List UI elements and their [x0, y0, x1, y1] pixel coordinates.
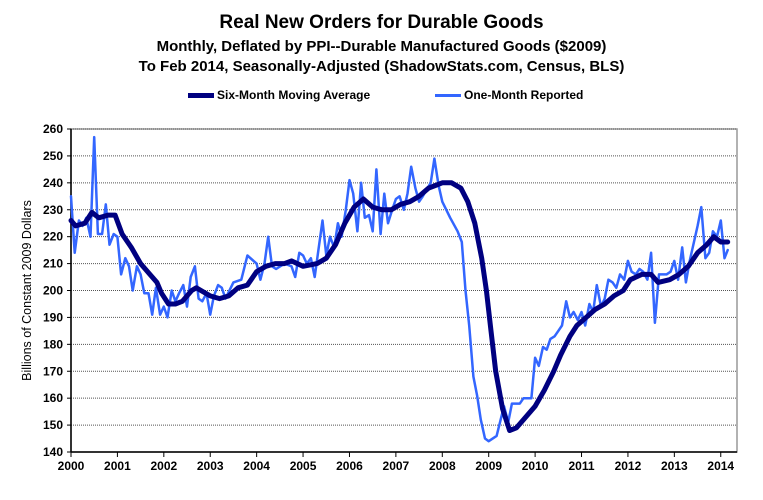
- legend-swatch-dark: [188, 92, 214, 98]
- x-tick-label: 2009: [475, 459, 502, 473]
- x-tick-label: 2003: [197, 459, 224, 473]
- series-one-month-reported: [69, 135, 729, 443]
- legend-label: One-Month Reported: [464, 88, 584, 102]
- x-tick-label: 2005: [290, 459, 317, 473]
- x-tick-label: 2004: [243, 459, 270, 473]
- x-tick-label: 2012: [615, 459, 642, 473]
- y-tick-label: 220: [43, 230, 63, 244]
- x-tick-label: 2007: [383, 459, 410, 473]
- series-six-month-moving-average: [68, 180, 731, 433]
- x-tick-label: 2002: [150, 459, 177, 473]
- chart-title: Real New Orders for Durable Goods: [219, 12, 544, 33]
- chart-subtitle-2: To Feb 2014, Seasonally-Adjusted (Shadow…: [138, 58, 625, 75]
- y-tick-label: 140: [43, 445, 63, 459]
- y-tick-label: 160: [43, 391, 63, 405]
- y-tick-label: 210: [43, 257, 63, 271]
- x-tick-label: 2001: [104, 459, 131, 473]
- x-tick-label: 2013: [661, 459, 688, 473]
- y-tick-label: 200: [43, 284, 63, 298]
- y-tick-label: 260: [43, 122, 63, 136]
- legend-item-one-month: One-Month Reported: [435, 88, 583, 102]
- y-tick-label: 250: [43, 149, 63, 163]
- y-tick-label: 170: [43, 364, 63, 378]
- x-tick-label: 2008: [429, 459, 456, 473]
- y-tick-label: 230: [43, 203, 63, 217]
- legend-item-moving-average: Six-Month Moving Average: [188, 88, 370, 102]
- legend-swatch-light: [435, 93, 461, 97]
- y-tick-label: 240: [43, 176, 63, 190]
- chart-subtitle-1: Monthly, Deflated by PPI--Durable Manufa…: [156, 38, 607, 55]
- y-tick-label: 190: [43, 310, 63, 324]
- y-tick-label: 150: [43, 418, 63, 432]
- legend-label: Six-Month Moving Average: [217, 88, 371, 102]
- x-tick-label: 2000: [58, 459, 85, 473]
- y-axis-label: Billions of Constant 2009 Dollars: [20, 200, 34, 381]
- y-tick-label: 180: [43, 337, 63, 351]
- x-tick-label: 2011: [568, 459, 594, 473]
- x-tick-label: 2010: [522, 459, 549, 473]
- x-tick-label: 2014: [707, 459, 734, 473]
- x-tick-label: 2006: [336, 459, 363, 473]
